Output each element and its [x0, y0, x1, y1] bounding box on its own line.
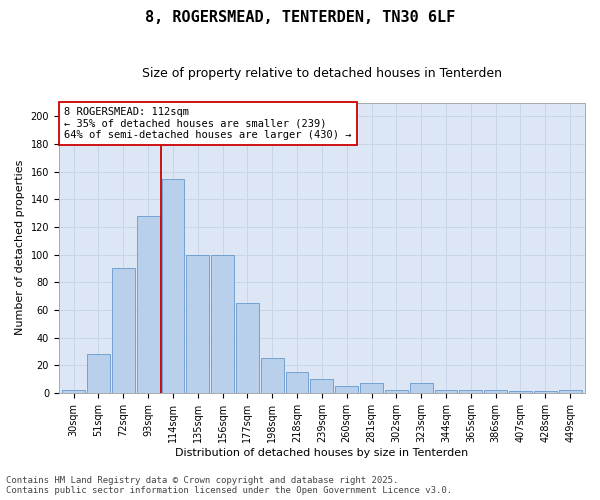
Bar [559, 390, 581, 393]
Bar [211, 254, 234, 393]
Text: 8, ROGERSMEAD, TENTERDEN, TN30 6LF: 8, ROGERSMEAD, TENTERDEN, TN30 6LF [145, 10, 455, 25]
Text: Contains HM Land Registry data © Crown copyright and database right 2025.
Contai: Contains HM Land Registry data © Crown c… [6, 476, 452, 495]
Bar [360, 383, 383, 393]
Bar [112, 268, 135, 393]
Bar [434, 390, 457, 393]
Bar [310, 379, 334, 393]
Bar [62, 390, 85, 393]
Bar [161, 178, 184, 393]
Bar [261, 358, 284, 393]
Text: 8 ROGERSMEAD: 112sqm
← 35% of detached houses are smaller (239)
64% of semi-deta: 8 ROGERSMEAD: 112sqm ← 35% of detached h… [64, 107, 352, 140]
Bar [410, 383, 433, 393]
Bar [385, 390, 408, 393]
Y-axis label: Number of detached properties: Number of detached properties [15, 160, 25, 336]
Bar [484, 390, 507, 393]
Bar [460, 390, 482, 393]
Bar [335, 386, 358, 393]
Bar [137, 216, 160, 393]
Bar [509, 392, 532, 393]
Title: Size of property relative to detached houses in Tenterden: Size of property relative to detached ho… [142, 68, 502, 80]
X-axis label: Distribution of detached houses by size in Tenterden: Distribution of detached houses by size … [175, 448, 469, 458]
Bar [187, 254, 209, 393]
Bar [534, 392, 557, 393]
Bar [286, 372, 308, 393]
Bar [236, 303, 259, 393]
Bar [87, 354, 110, 393]
